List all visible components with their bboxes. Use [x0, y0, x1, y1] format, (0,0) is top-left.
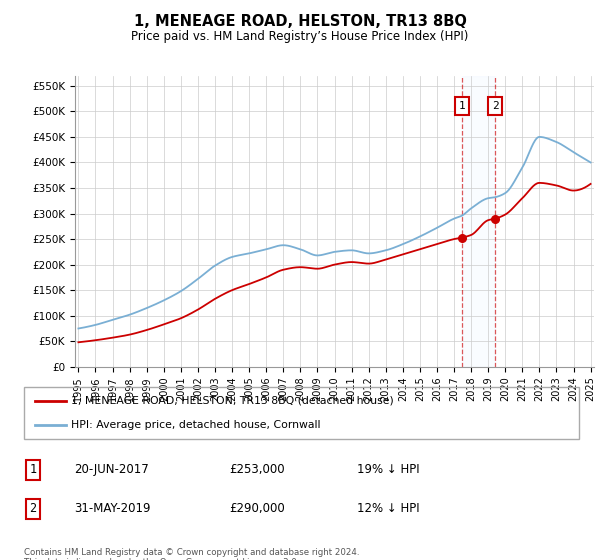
- Bar: [462, 76, 495, 367]
- Text: Contains HM Land Registry data © Crown copyright and database right 2024.
This d: Contains HM Land Registry data © Crown c…: [24, 548, 359, 560]
- Text: 20-JUN-2017: 20-JUN-2017: [74, 464, 149, 477]
- Text: 1: 1: [29, 464, 37, 477]
- Text: 1, MENEAGE ROAD, HELSTON, TR13 8BQ (detached house): 1, MENEAGE ROAD, HELSTON, TR13 8BQ (deta…: [71, 396, 394, 406]
- Text: £253,000: £253,000: [229, 464, 285, 477]
- Text: 2: 2: [492, 101, 499, 111]
- Text: Price paid vs. HM Land Registry’s House Price Index (HPI): Price paid vs. HM Land Registry’s House …: [131, 30, 469, 44]
- Text: 1, MENEAGE ROAD, HELSTON, TR13 8BQ: 1, MENEAGE ROAD, HELSTON, TR13 8BQ: [134, 14, 466, 29]
- Text: HPI: Average price, detached house, Cornwall: HPI: Average price, detached house, Corn…: [71, 420, 320, 430]
- Text: £290,000: £290,000: [229, 502, 285, 515]
- Text: 2: 2: [29, 502, 37, 515]
- Text: 19% ↓ HPI: 19% ↓ HPI: [357, 464, 419, 477]
- Text: 1: 1: [458, 101, 466, 111]
- Text: 12% ↓ HPI: 12% ↓ HPI: [357, 502, 419, 515]
- Text: 31-MAY-2019: 31-MAY-2019: [74, 502, 151, 515]
